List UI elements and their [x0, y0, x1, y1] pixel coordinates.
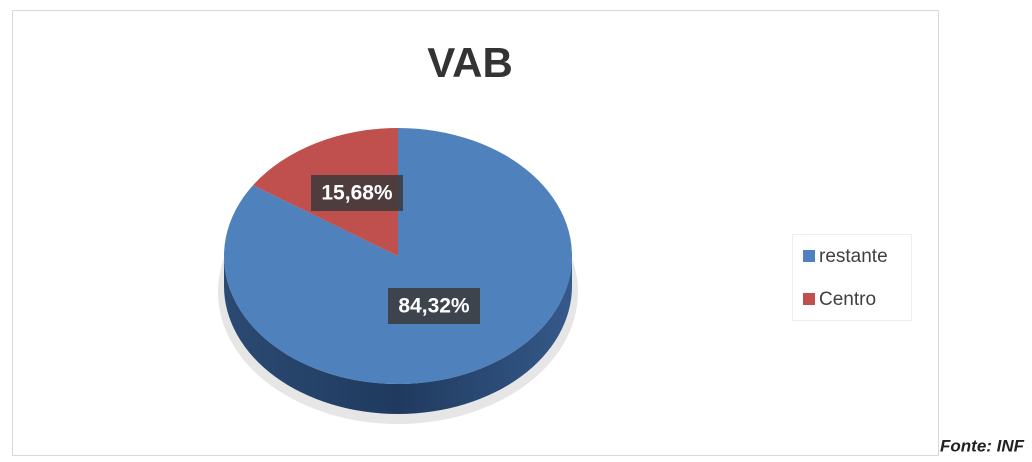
legend-swatch	[803, 293, 815, 305]
chart-title: VAB	[427, 39, 513, 86]
legend-label: Centro	[819, 289, 876, 310]
data-label-box	[311, 175, 403, 211]
data-label: 84,32%	[398, 295, 470, 318]
data-label-box	[388, 288, 480, 324]
data-label: 15,68%	[321, 182, 393, 205]
legend-box	[792, 234, 912, 321]
source-note: Fonte: INF	[940, 436, 1025, 455]
pie-side	[224, 256, 572, 414]
legend-label: restante	[819, 246, 888, 267]
legend-swatch	[803, 250, 815, 262]
pie-slice	[224, 128, 573, 384]
